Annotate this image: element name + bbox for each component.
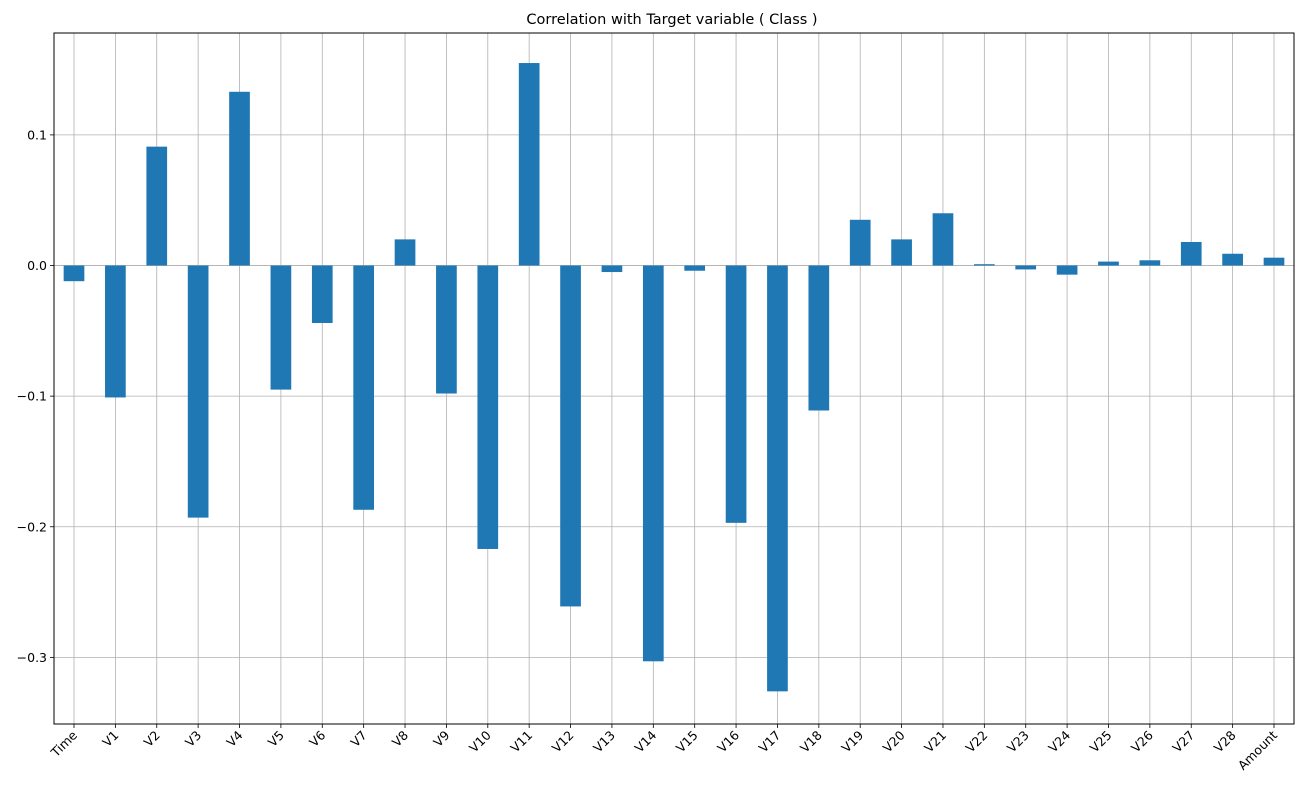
- bar-v17: [767, 265, 788, 692]
- bar-v28: [1222, 253, 1243, 266]
- x-tick-label: V1: [99, 728, 121, 750]
- x-tick-label: Amount: [1235, 727, 1280, 772]
- x-tick-label: Time: [47, 727, 80, 760]
- bar-v9: [436, 265, 457, 394]
- bar-v10: [477, 265, 499, 549]
- bar-v25: [1098, 261, 1119, 266]
- x-tick-label: V21: [921, 728, 949, 756]
- bar-v7: [353, 265, 374, 510]
- x-tick-label: V12: [549, 728, 577, 756]
- y-tick-label: −0.2: [17, 519, 47, 534]
- bar-v21: [932, 213, 954, 266]
- x-tick-label: V3: [182, 728, 204, 750]
- x-tick-label: V5: [265, 728, 287, 750]
- bar-v15: [684, 265, 706, 271]
- bar-v4: [229, 91, 250, 266]
- x-tick-label: V6: [306, 727, 328, 749]
- bar-v13: [601, 265, 623, 273]
- bar-time: [63, 265, 85, 282]
- bar-v12: [560, 265, 581, 607]
- x-tick-label: V17: [756, 728, 784, 756]
- bar-v2: [146, 146, 168, 266]
- x-tick-label: V26: [1128, 727, 1156, 755]
- x-tick-label: V11: [507, 728, 535, 756]
- x-tick-label: V23: [1004, 728, 1032, 756]
- bar-v20: [891, 239, 912, 266]
- x-tick-label: V14: [632, 727, 660, 755]
- x-tick-label: V13: [590, 728, 618, 756]
- x-tick-label: V10: [466, 727, 494, 755]
- x-tick-label: V27: [1169, 728, 1197, 756]
- x-axis-ticks: Time V1 V2 V3 V4 V5 V6 V7 V8 V9 V10 V11 V12 V13 V14 V15…: [47, 724, 1280, 773]
- bar-v23: [1015, 265, 1037, 270]
- y-tick-label: −0.1: [17, 389, 47, 404]
- x-tick-label: V8: [389, 727, 411, 749]
- y-tick-label: −0.3: [17, 650, 47, 665]
- bars: [63, 63, 1285, 692]
- bar-v1: [105, 265, 126, 398]
- bar-v11: [518, 63, 540, 266]
- chart-title: Correlation with Target variable ( Class…: [526, 12, 817, 28]
- x-tick-label: V4: [223, 727, 245, 749]
- x-tick-label: V19: [838, 727, 866, 755]
- bar-v24: [1056, 265, 1078, 275]
- x-tick-label: V25: [1087, 728, 1115, 756]
- bar-v27: [1180, 241, 1202, 266]
- bar-v16: [725, 265, 747, 523]
- y-axis-ticks: −0.3 −0.2 −0.1 0.0 0.1: [17, 127, 54, 665]
- x-tick-label: V18: [797, 727, 825, 755]
- x-tick-label: V24: [1045, 727, 1073, 755]
- bar-v26: [1139, 260, 1161, 266]
- bar-v6: [311, 265, 333, 323]
- x-tick-label: V2: [141, 728, 163, 750]
- y-tick-label: 0.1: [27, 127, 47, 142]
- x-tick-label: V28: [1211, 727, 1239, 755]
- y-tick-label: 0.0: [27, 258, 47, 273]
- x-tick-label: V9: [430, 727, 452, 749]
- x-tick-label: V16: [714, 727, 742, 755]
- bar-v8: [394, 239, 416, 266]
- bar-v14: [642, 265, 664, 662]
- bar-amount: [1263, 257, 1285, 266]
- x-tick-label: V20: [880, 727, 908, 755]
- bar-v5: [270, 265, 292, 390]
- x-tick-label: V7: [347, 728, 369, 750]
- bar-v22: [974, 264, 995, 266]
- plot-frame: [53, 32, 1295, 725]
- bar-v19: [849, 219, 871, 266]
- bar-v3: [187, 265, 209, 518]
- x-tick-label: V22: [963, 728, 991, 756]
- bar-v18: [808, 265, 830, 411]
- x-tick-label: V15: [673, 728, 701, 756]
